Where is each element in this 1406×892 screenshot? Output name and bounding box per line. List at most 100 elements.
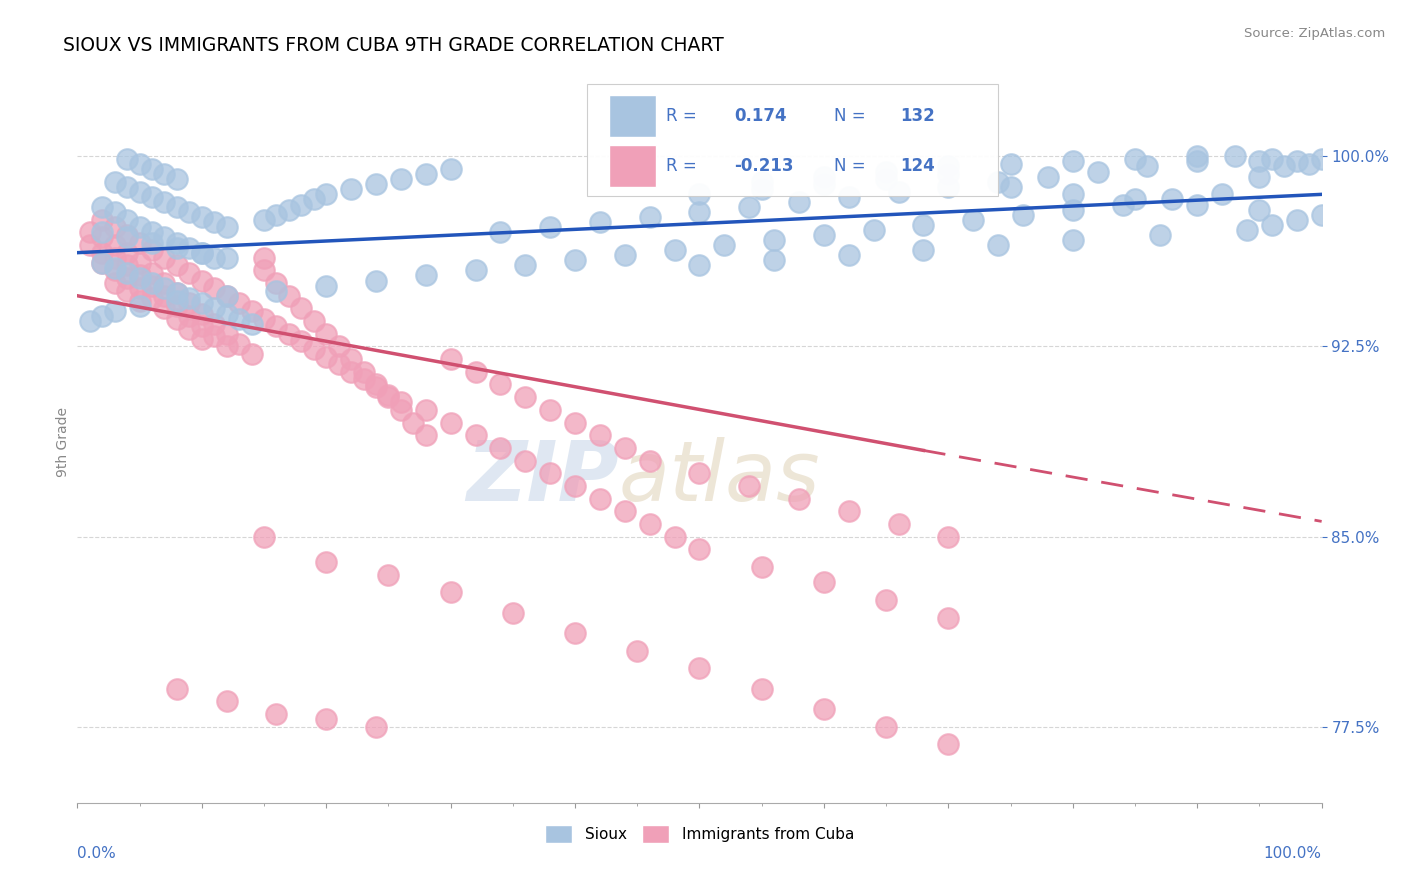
Point (987, 238, 1010, 252)
Point (364, 377, 387, 392)
Point (664, 243, 686, 257)
Point (266, 707, 288, 722)
Point (228, 296, 250, 310)
Point (166, 241, 188, 255)
FancyBboxPatch shape (609, 145, 657, 187)
Point (489, 377, 512, 392)
Point (763, 233, 786, 247)
Point (936, 738, 959, 752)
Point (202, 215, 225, 229)
Point (862, 223, 884, 237)
Point (613, 441, 636, 455)
Point (315, 712, 337, 726)
Point (1310, 152, 1333, 166)
Point (166, 286, 188, 301)
Point (489, 226, 512, 240)
Point (538, 402, 561, 417)
Point (153, 251, 176, 265)
Point (377, 390, 399, 404)
Point (389, 395, 412, 409)
Point (290, 334, 312, 349)
Point (738, 479, 761, 493)
Point (141, 235, 163, 250)
Point (166, 293, 188, 308)
Point (179, 322, 201, 336)
Point (253, 311, 276, 326)
Point (128, 256, 150, 270)
Point (713, 238, 735, 252)
Text: R =: R = (666, 157, 696, 175)
Point (689, 187, 711, 202)
Point (1185, 197, 1208, 211)
Point (191, 274, 214, 288)
Point (415, 402, 437, 417)
Point (115, 271, 138, 285)
Point (1249, 169, 1271, 184)
Point (626, 643, 648, 657)
Point (838, 248, 860, 262)
Point (166, 286, 188, 301)
Text: N =: N = (834, 107, 866, 125)
Point (166, 299, 188, 313)
Point (153, 230, 176, 244)
Point (1261, 218, 1284, 232)
Point (202, 251, 225, 265)
Point (128, 299, 150, 313)
Point (179, 296, 201, 310)
Point (115, 212, 138, 227)
Point (215, 339, 238, 353)
Point (91, 200, 114, 214)
Point (191, 245, 214, 260)
Point (179, 266, 201, 280)
Point (302, 342, 325, 356)
Point (266, 284, 288, 298)
Point (689, 542, 711, 557)
Point (1087, 164, 1109, 178)
Text: 100.0%: 100.0% (1264, 847, 1322, 861)
Point (215, 694, 238, 708)
Text: -0.213: -0.213 (734, 157, 794, 175)
Point (1285, 212, 1308, 227)
Point (141, 243, 163, 257)
Point (439, 416, 461, 430)
Point (1298, 157, 1320, 171)
Text: 132: 132 (900, 107, 935, 125)
Text: R =: R = (666, 107, 696, 125)
Point (277, 202, 299, 217)
Point (179, 205, 201, 219)
Text: 124: 124 (900, 157, 935, 175)
Point (738, 200, 761, 214)
Point (813, 227, 835, 242)
Point (377, 567, 399, 582)
Point (751, 560, 773, 574)
Point (215, 220, 238, 235)
Point (191, 332, 214, 346)
Point (838, 190, 860, 204)
Point (638, 516, 661, 531)
Point (115, 245, 138, 260)
Point (515, 390, 537, 404)
Point (1211, 187, 1233, 202)
Point (104, 260, 127, 275)
Point (353, 372, 375, 386)
Point (489, 441, 512, 455)
Point (589, 215, 612, 229)
Point (91, 256, 114, 270)
Point (936, 179, 959, 194)
Point (191, 296, 214, 310)
Point (838, 504, 860, 518)
Point (613, 248, 636, 262)
Point (104, 220, 127, 235)
Point (290, 197, 312, 211)
Point (290, 301, 312, 316)
Point (1149, 227, 1171, 242)
Point (1123, 152, 1146, 166)
Point (415, 268, 437, 283)
Point (340, 182, 363, 196)
Point (515, 453, 537, 467)
Point (389, 402, 412, 417)
Point (402, 416, 425, 430)
Point (79, 238, 101, 252)
Text: atlas: atlas (619, 437, 820, 518)
Point (115, 258, 138, 272)
